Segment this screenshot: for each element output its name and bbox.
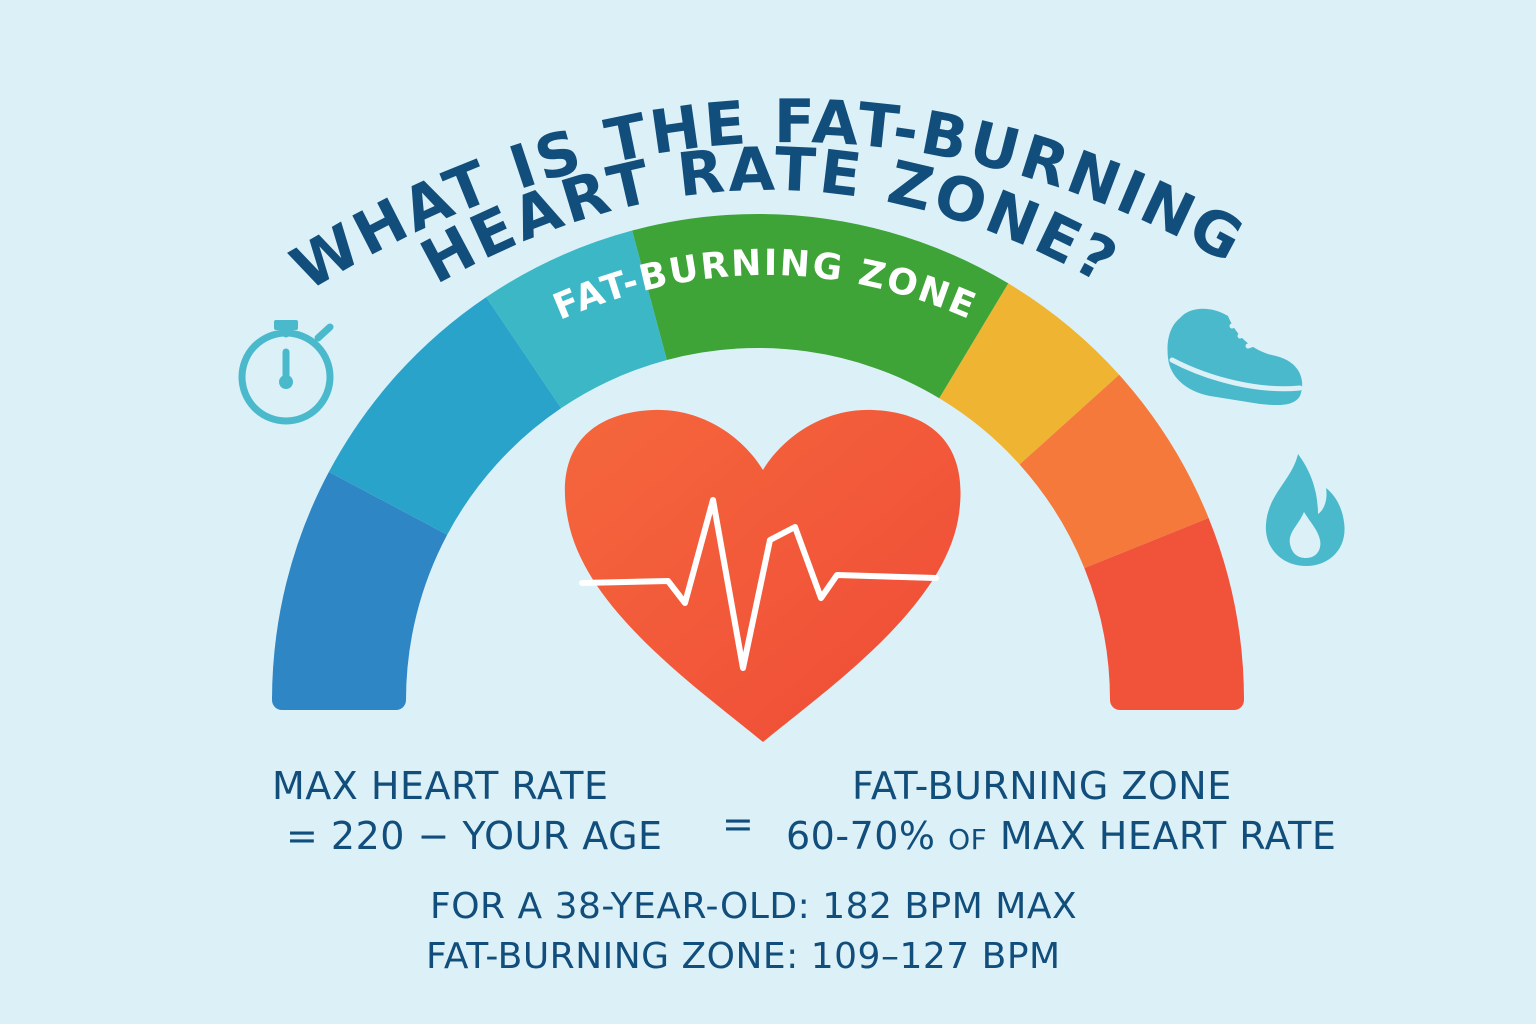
gauge-segment	[486, 230, 667, 409]
example-line-2: FAT-BURNING ZONE: 109–127 BPM	[426, 936, 1061, 977]
flame-icon	[1265, 454, 1345, 566]
gauge-segment	[1084, 517, 1244, 700]
gauge-segment-fat-burning	[632, 213, 1009, 399]
gauge-segment	[939, 283, 1120, 465]
formula-right-line-1: FAT-BURNING ZONE	[852, 764, 1232, 808]
gauge-end-cap	[272, 688, 406, 710]
sneaker-icon	[1167, 308, 1303, 406]
formula-left-line-1: MAX HEART RATE	[272, 764, 609, 808]
heartbeat-line-icon	[579, 497, 939, 671]
formula-right-line-2: 60-70% OF MAX HEART RATE	[786, 814, 1336, 858]
heart-rate-gauge	[272, 213, 1244, 710]
gauge-end-cap	[1110, 688, 1244, 710]
formula-max-heart-rate: MAX HEART RATE	[999, 814, 1337, 858]
equals-sign: =	[722, 802, 755, 846]
gauge-segment	[272, 471, 448, 700]
example-line-1: FOR A 38-YEAR-OLD: 182 BPM MAX	[430, 886, 1078, 927]
gauge-segment	[1019, 374, 1209, 569]
formula-of: OF	[948, 823, 988, 856]
gauge-segment	[328, 297, 562, 535]
formula-percentage: 60-70%	[786, 814, 936, 858]
formula-left-line-2: = 220 − YOUR AGE	[286, 814, 663, 858]
stopwatch-icon	[238, 320, 334, 425]
